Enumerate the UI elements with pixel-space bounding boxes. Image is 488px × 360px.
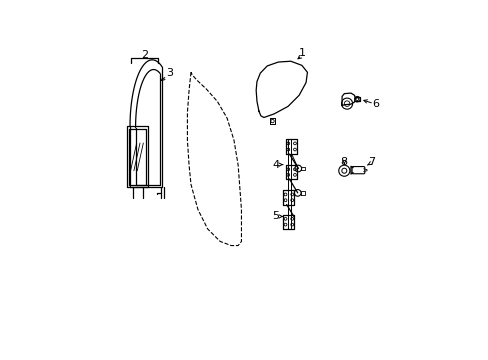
FancyBboxPatch shape (351, 167, 364, 174)
Text: 7: 7 (367, 157, 375, 167)
Text: 3: 3 (166, 68, 173, 78)
Text: 5: 5 (272, 211, 279, 221)
Text: 2: 2 (141, 50, 148, 60)
Text: 4: 4 (272, 159, 279, 170)
Text: 1: 1 (298, 49, 305, 58)
Text: 8: 8 (340, 157, 347, 167)
Text: 6: 6 (372, 99, 379, 109)
